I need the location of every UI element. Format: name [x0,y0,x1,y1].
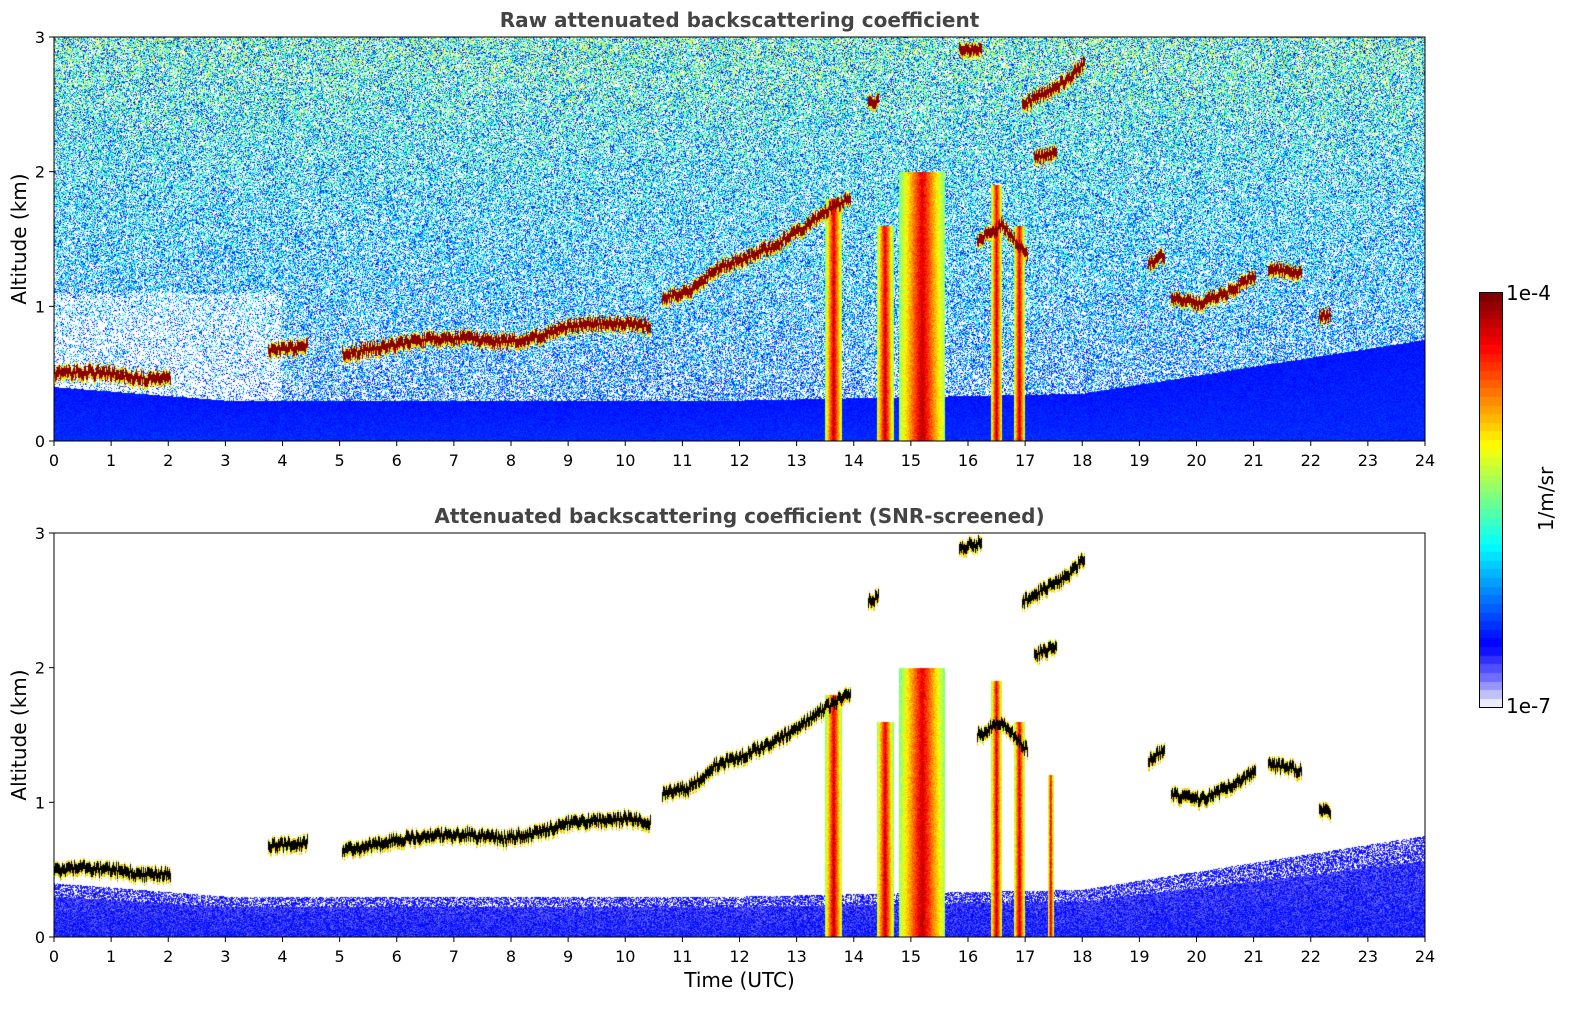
x-tick-label-snr-22: 22 [1301,947,1321,966]
y-tick-label-raw-3: 3 [35,28,45,47]
x-tick-label-snr-13: 13 [786,947,806,966]
plot-frame-snr [53,532,1426,938]
x-tick-label-raw-2: 2 [163,451,173,470]
panel-title-raw: Raw attenuated backscattering coefficien… [499,8,980,32]
x-tick-label-snr-21: 21 [1243,947,1263,966]
x-tick-label-snr-2: 2 [163,947,173,966]
x-tick-label-raw-14: 14 [844,451,864,470]
x-tick-label-raw-13: 13 [786,451,806,470]
x-tick-label-snr-3: 3 [220,947,230,966]
x-tick-label-snr-0: 0 [49,947,59,966]
x-tick-label-raw-11: 11 [672,451,692,470]
x-tick-label-snr-5: 5 [335,947,345,966]
y-tick-label-raw-2: 2 [35,163,45,182]
colorbar-max-label: 1e-4 [1506,281,1551,305]
x-tick-label-raw-22: 22 [1301,451,1321,470]
x-tick-label-raw-12: 12 [729,451,749,470]
x-tick-label-raw-21: 21 [1243,451,1263,470]
colorbar [1479,292,1503,708]
x-tick-label-raw-1: 1 [106,451,116,470]
x-tick-label-snr-11: 11 [672,947,692,966]
x-tick-label-snr-10: 10 [615,947,635,966]
x-tick-label-snr-17: 17 [1015,947,1035,966]
x-tick-label-raw-9: 9 [563,451,573,470]
x-tick-label-snr-12: 12 [729,947,749,966]
x-tick-label-snr-14: 14 [844,947,864,966]
x-tick-label-raw-4: 4 [277,451,287,470]
x-tick-label-snr-6: 6 [392,947,402,966]
x-tick-label-raw-17: 17 [1015,451,1035,470]
x-tick-label-raw-15: 15 [901,451,921,470]
x-tick-label-raw-10: 10 [615,451,635,470]
heatmap-snr [54,533,1425,937]
x-tick-label-snr-24: 24 [1415,947,1435,966]
x-tick-label-snr-1: 1 [106,947,116,966]
x-tick-label-snr-9: 9 [563,947,573,966]
heatmap-raw [54,37,1425,441]
x-tick-label-raw-20: 20 [1186,451,1206,470]
y-tick-label-snr-2: 2 [35,659,45,678]
x-tick-label-raw-18: 18 [1072,451,1092,470]
x-tick-label-raw-19: 19 [1129,451,1149,470]
colorbar-min-label: 1e-7 [1506,694,1551,718]
x-tick-label-raw-0: 0 [49,451,59,470]
y-tick-label-raw-0: 0 [35,432,45,451]
x-axis-label: Time (UTC) [684,968,795,992]
x-tick-label-snr-8: 8 [506,947,516,966]
x-tick-label-snr-23: 23 [1358,947,1378,966]
x-tick-label-snr-18: 18 [1072,947,1092,966]
x-tick-label-raw-16: 16 [958,451,978,470]
x-tick-label-snr-7: 7 [449,947,459,966]
y-tick-label-snr-3: 3 [35,524,45,543]
x-tick-label-snr-19: 19 [1129,947,1149,966]
y-tick-label-raw-1: 1 [35,297,45,316]
x-tick-label-snr-20: 20 [1186,947,1206,966]
y-tick-label-snr-0: 0 [35,928,45,947]
x-tick-label-raw-24: 24 [1415,451,1435,470]
x-tick-label-raw-8: 8 [506,451,516,470]
x-tick-label-snr-15: 15 [901,947,921,966]
x-tick-label-raw-5: 5 [335,451,345,470]
y-tick-label-snr-1: 1 [35,793,45,812]
x-tick-label-raw-23: 23 [1358,451,1378,470]
x-tick-label-raw-6: 6 [392,451,402,470]
x-tick-label-snr-16: 16 [958,947,978,966]
x-tick-label-raw-7: 7 [449,451,459,470]
x-tick-label-snr-4: 4 [277,947,287,966]
panel-title-snr: Attenuated backscattering coefficient (S… [434,504,1045,528]
x-tick-label-raw-3: 3 [220,451,230,470]
